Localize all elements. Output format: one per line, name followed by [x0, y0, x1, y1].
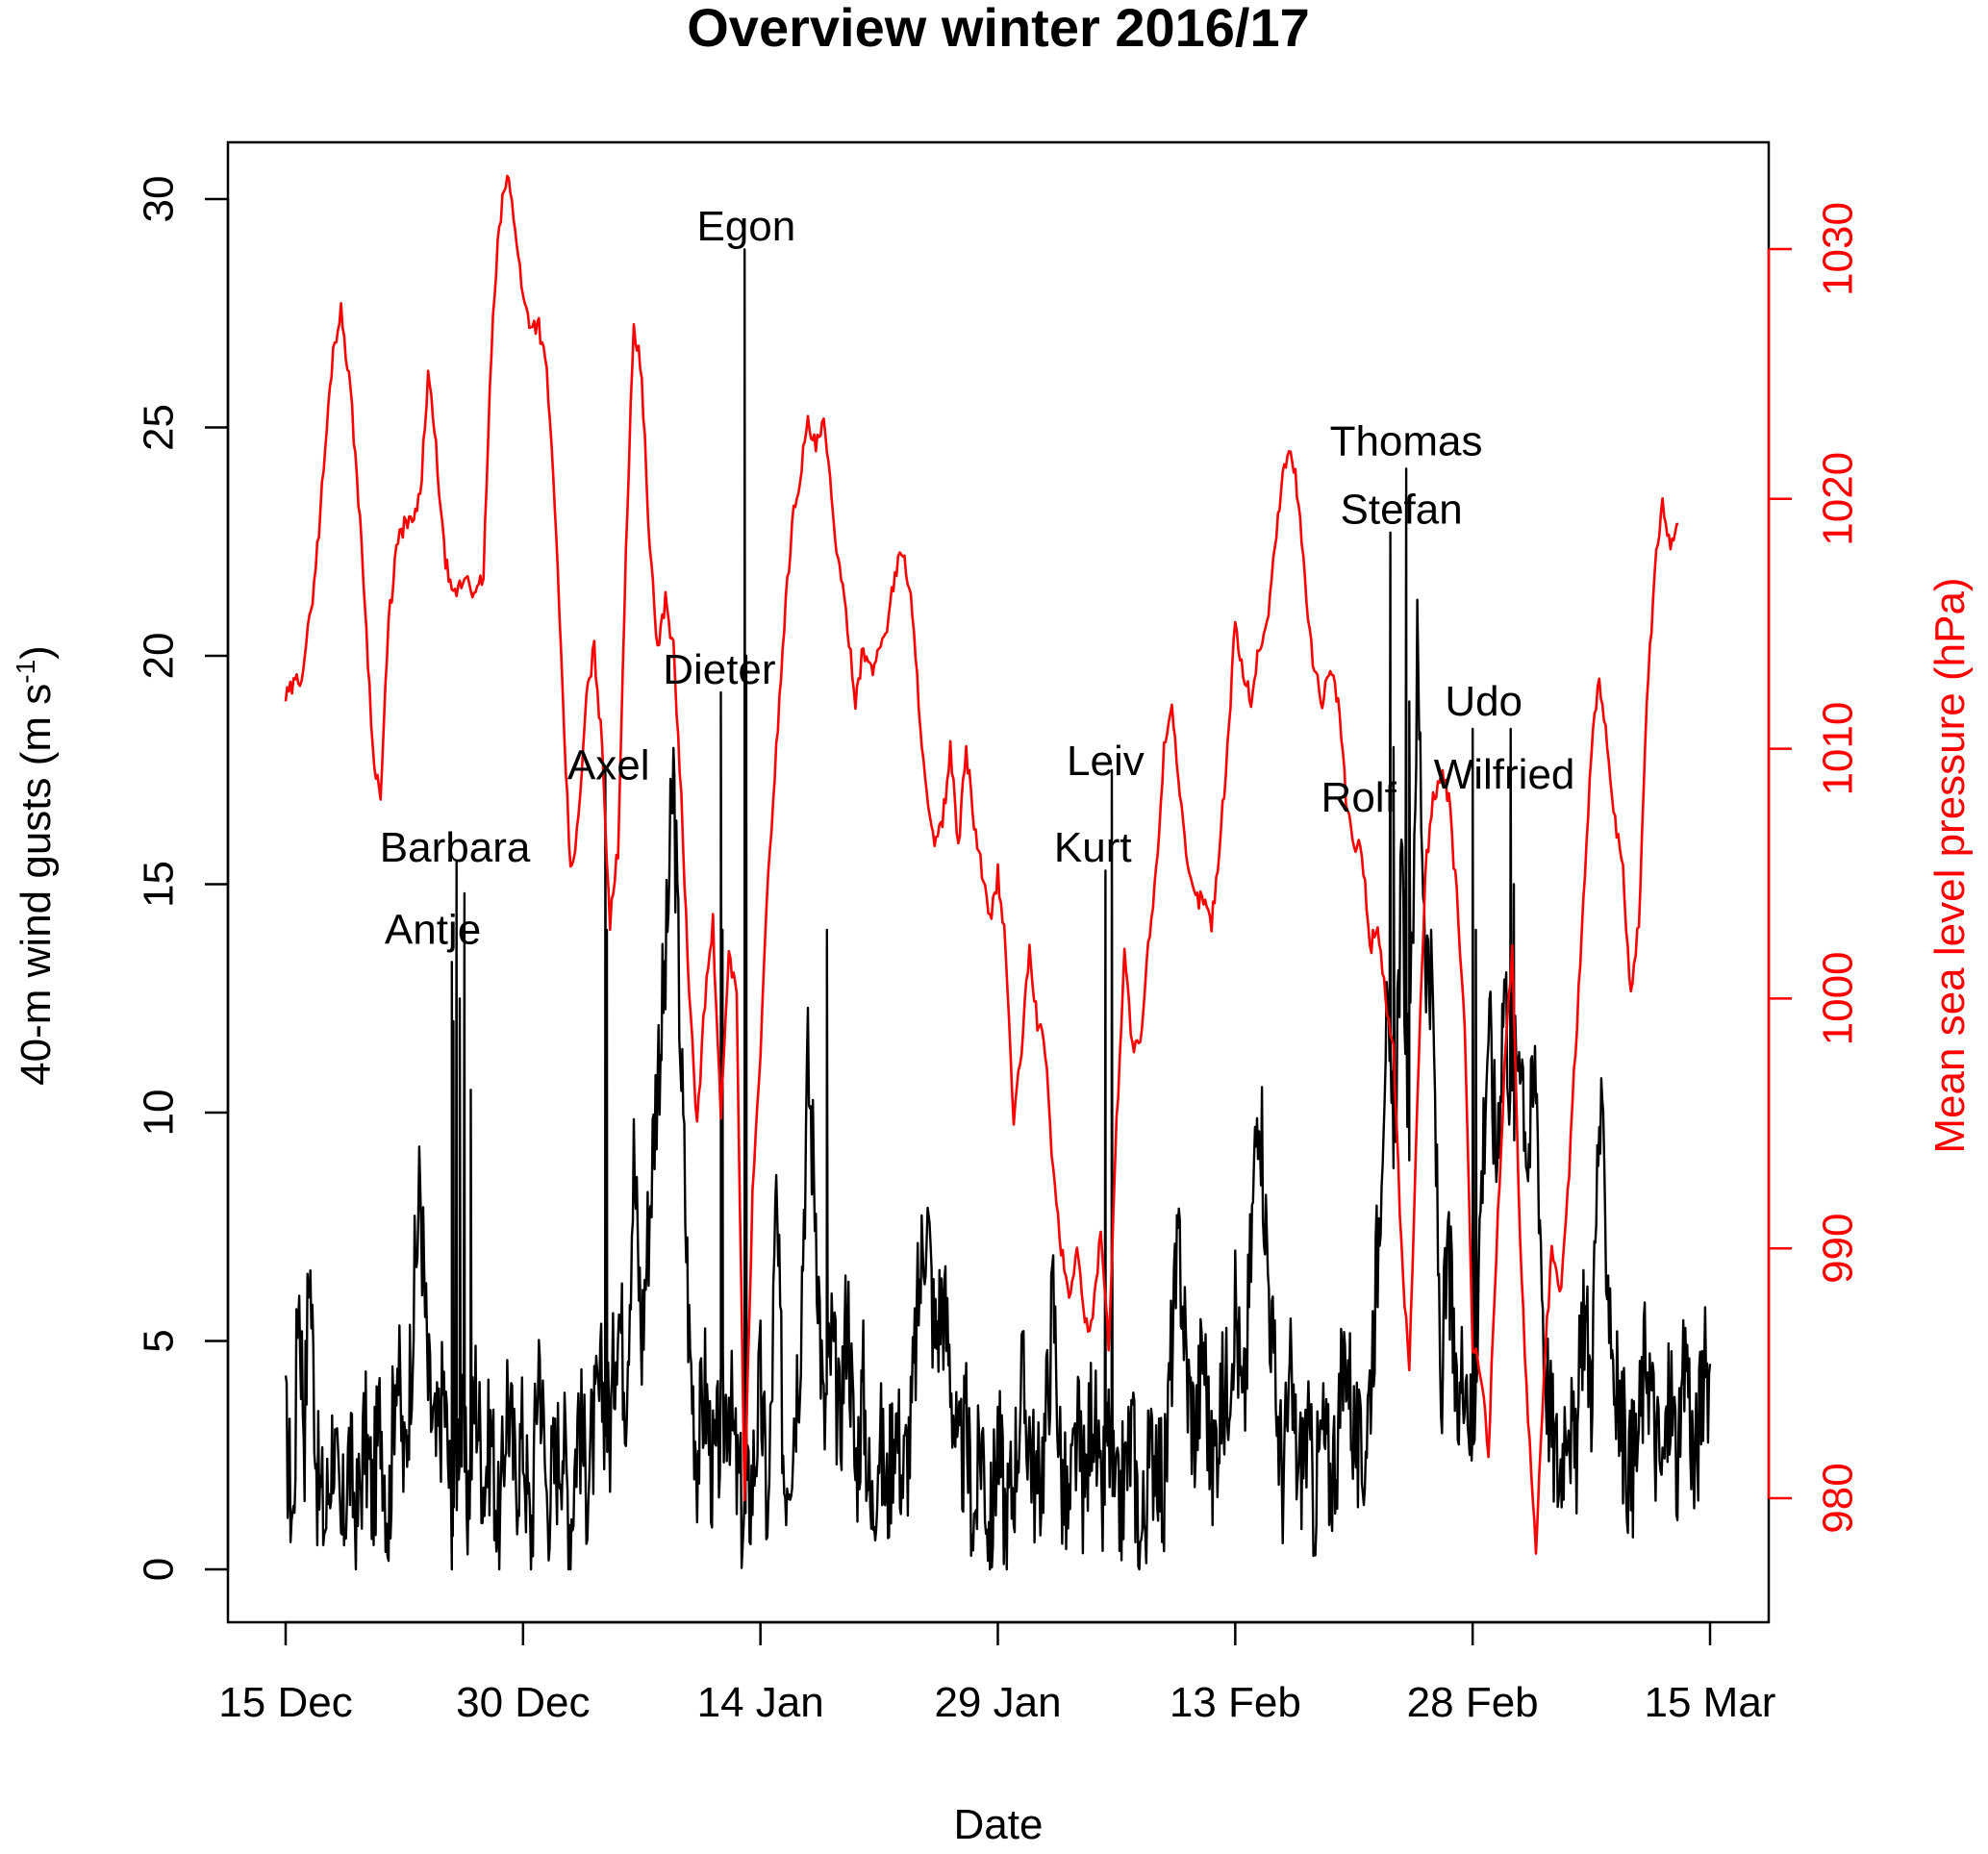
- y-axis-right: 980 990 1000 1010 1020 1030: [1767, 202, 1862, 1534]
- y-left-tick-label: 30: [136, 176, 183, 223]
- chart-title: Overview winter 2016/17: [687, 0, 1310, 58]
- series-layer: [284, 174, 1712, 1571]
- x-tick-label: 30 Dec: [456, 1679, 590, 1726]
- y-right-tick-label: 990: [1815, 1213, 1862, 1283]
- y-axis-left: 0 5 10 15 20 25 30: [136, 176, 230, 1581]
- storm-label: Egon: [696, 203, 795, 250]
- y-left-tick-label: 20: [136, 633, 183, 680]
- wind-gust-series-line: [284, 248, 1712, 1571]
- y-left-tick-label: 10: [136, 1090, 183, 1137]
- y-axis-right-label: Mean sea level pressure (hPa): [1926, 577, 1974, 1153]
- y-left-tick-label: 15: [136, 861, 183, 908]
- storm-label: Rolf: [1321, 774, 1397, 821]
- y-right-tick-label: 980: [1815, 1463, 1862, 1533]
- x-axis: 15 Dec 30 Dec 14 Jan 29 Jan 13 Feb 28 Feb 15 M…: [218, 1620, 1776, 1726]
- storm-label: Stefan: [1341, 487, 1463, 534]
- storm-label: Wilfried: [1434, 751, 1575, 798]
- storm-label: Barbara: [380, 824, 531, 871]
- x-tick-label: 15 Mar: [1645, 1679, 1776, 1726]
- storm-label: Dieter: [663, 646, 775, 693]
- y-left-tick-label: 5: [136, 1329, 183, 1352]
- y-left-tick-label: 0: [136, 1558, 183, 1581]
- storm-label: Antje: [385, 907, 481, 954]
- y-axis-left-label: 40-m wind gusts (m s-1): [11, 645, 60, 1086]
- y-right-tick-label: 1020: [1815, 452, 1862, 546]
- y-axis-left-label-close: ): [13, 645, 60, 660]
- y-axis-left-label-text: 40-m wind gusts (m s: [13, 684, 60, 1086]
- storm-label: Kurt: [1054, 824, 1132, 871]
- x-axis-label: Date: [954, 1801, 1044, 1848]
- y-left-tick-label: 25: [136, 404, 183, 451]
- x-tick-label: 15 Dec: [218, 1679, 352, 1726]
- y-right-tick-label: 1000: [1815, 951, 1862, 1045]
- storm-label: Thomas: [1330, 417, 1483, 464]
- x-tick-label: 14 Jan: [697, 1679, 824, 1726]
- storm-annotations: Antje Barbara Axel Dieter Egon Leiv Kurt Thomas…: [380, 203, 1575, 954]
- y-right-tick-label: 1030: [1815, 202, 1862, 296]
- storm-label: Leiv: [1067, 738, 1145, 785]
- y-axis-left-label-superscript: -1: [11, 660, 40, 684]
- x-tick-label: 28 Feb: [1407, 1679, 1539, 1726]
- y-right-tick-label: 1010: [1815, 702, 1862, 796]
- storm-label: Udo: [1445, 678, 1522, 725]
- x-tick-label: 13 Feb: [1170, 1679, 1301, 1726]
- pressure-series-line: [284, 174, 1679, 1555]
- storm-label: Axel: [567, 742, 650, 789]
- x-tick-label: 29 Jan: [934, 1679, 1061, 1726]
